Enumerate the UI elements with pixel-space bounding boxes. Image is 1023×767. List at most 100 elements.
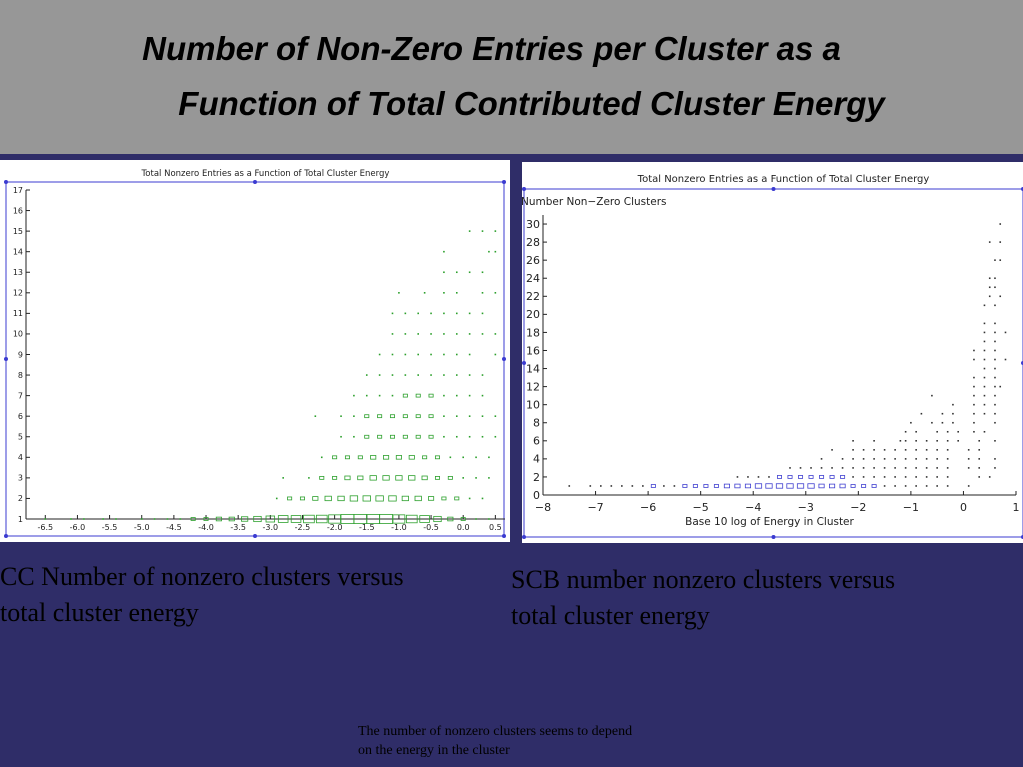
data-point <box>319 476 325 480</box>
data-point <box>819 475 825 479</box>
y-tick-label: 2 <box>18 494 23 503</box>
data-point <box>228 516 235 522</box>
data-point <box>481 271 484 274</box>
data-point <box>994 367 996 370</box>
data-point <box>391 353 394 356</box>
data-point <box>462 477 465 479</box>
data-point <box>946 449 949 451</box>
data-point <box>946 485 949 487</box>
data-point <box>798 475 804 479</box>
data-point <box>357 475 364 481</box>
x-tick-label: -3.5 <box>230 523 246 532</box>
data-point <box>468 435 471 438</box>
data-point <box>404 333 407 335</box>
data-point <box>994 394 996 397</box>
data-point <box>153 518 156 520</box>
data-point <box>796 483 805 489</box>
data-point <box>925 449 928 451</box>
data-point <box>443 250 445 253</box>
data-point <box>946 440 949 442</box>
data-point <box>389 414 395 419</box>
data-point <box>946 467 949 469</box>
data-point <box>455 374 458 376</box>
data-point <box>808 475 814 479</box>
data-point <box>840 475 846 479</box>
data-point <box>973 403 975 406</box>
data-point <box>967 458 970 460</box>
data-point <box>789 467 791 469</box>
data-point <box>978 476 981 478</box>
data-point <box>428 414 434 419</box>
data-point <box>999 223 1002 225</box>
data-point <box>454 496 460 501</box>
cc-caption: CC Number of nonzero clusters versus tot… <box>0 559 500 631</box>
data-point <box>401 495 409 502</box>
data-point <box>915 476 917 478</box>
data-point <box>862 458 865 460</box>
data-point <box>994 349 996 352</box>
scb-caption-line-2: total cluster energy <box>511 601 710 630</box>
data-point <box>402 434 408 439</box>
data-point <box>983 430 986 433</box>
data-point <box>443 353 445 356</box>
data-point <box>392 514 406 524</box>
data-point <box>415 414 421 419</box>
data-point <box>861 484 867 488</box>
data-point <box>488 477 490 479</box>
data-point <box>383 455 390 460</box>
data-point <box>994 331 996 334</box>
data-point <box>455 333 458 335</box>
y-tick-label: 28 <box>526 236 540 249</box>
data-point <box>936 467 938 469</box>
x-tick-label: -2.5 <box>295 523 311 532</box>
cc-caption-line-2: total cluster energy <box>0 598 199 627</box>
data-point <box>443 312 445 315</box>
data-point <box>988 476 991 478</box>
data-point <box>468 374 471 376</box>
data-point <box>115 518 117 520</box>
data-point <box>391 394 394 397</box>
data-point <box>391 374 394 376</box>
data-point <box>481 415 484 417</box>
data-point <box>166 518 169 520</box>
frame-handle <box>4 357 8 361</box>
scb-caption-line-1: SCB number nonzero clusters versus <box>511 565 896 594</box>
data-point <box>883 458 886 460</box>
cc-plot-panel: Total Nonzero Entries as a Function of T… <box>0 160 510 542</box>
x-tick-label: −8 <box>535 501 551 514</box>
data-point <box>391 333 394 335</box>
data-point <box>357 455 363 460</box>
data-point <box>434 476 440 480</box>
data-point <box>983 322 986 325</box>
data-point <box>315 514 328 524</box>
frame-handle <box>502 357 506 361</box>
data-point <box>736 476 739 478</box>
data-point <box>299 496 305 501</box>
x-tick-label: 1 <box>1013 501 1020 514</box>
data-point <box>382 475 390 481</box>
data-point <box>988 286 991 289</box>
data-point <box>417 353 420 356</box>
x-tick-label: -1.5 <box>359 523 375 532</box>
data-point <box>414 495 422 502</box>
data-point <box>925 485 928 487</box>
x-tick-label: 0 <box>960 501 967 514</box>
data-point <box>494 250 497 253</box>
data-point <box>353 394 355 397</box>
chart-title: Total Nonzero Entries as a Function of T… <box>637 174 930 185</box>
data-point <box>799 467 802 469</box>
data-point <box>441 496 447 501</box>
data-point <box>443 374 445 376</box>
data-point <box>404 374 407 376</box>
y-tick-label: 3 <box>18 474 23 483</box>
data-point <box>925 467 928 469</box>
data-point <box>873 467 875 469</box>
y-tick-label: 13 <box>13 268 23 277</box>
data-point <box>455 271 458 274</box>
chart-title: Total Nonzero Entries as a Function of T… <box>141 169 390 179</box>
data-point <box>831 467 833 469</box>
data-point <box>344 475 351 481</box>
data-point <box>988 295 991 298</box>
scb-caption: SCB number nonzero clusters versus total… <box>511 562 1011 634</box>
data-point <box>408 475 416 481</box>
